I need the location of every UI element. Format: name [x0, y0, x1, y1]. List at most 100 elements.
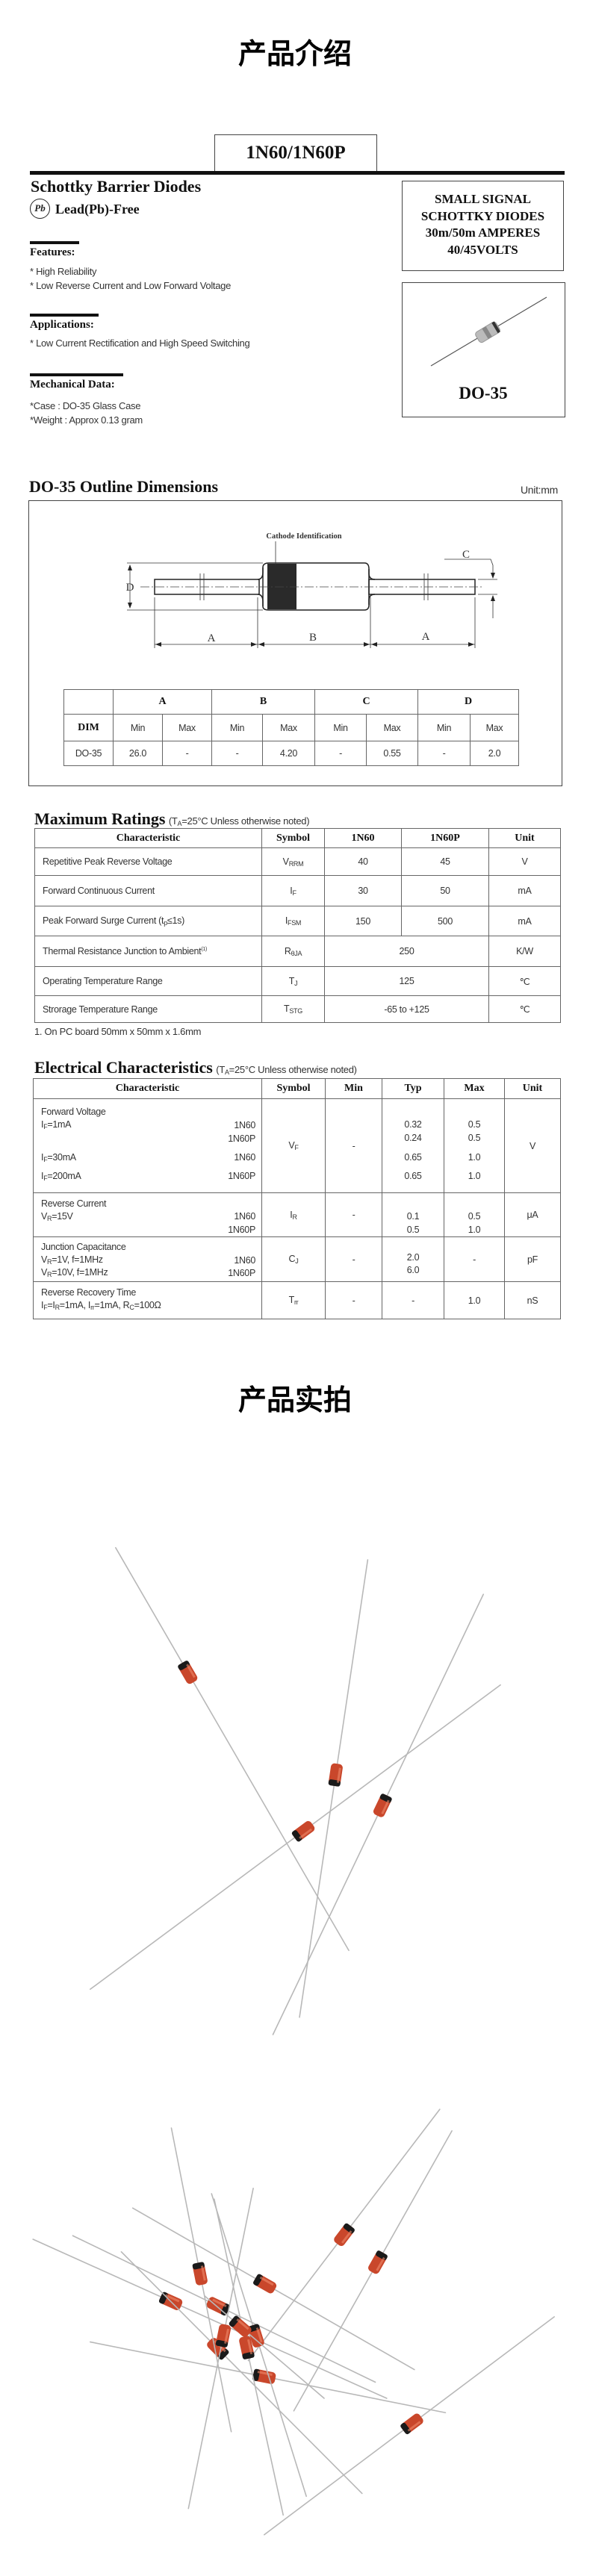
max-value: 0.5	[468, 1133, 481, 1143]
part-number: 1N60P	[228, 1133, 255, 1144]
dim-b-label: B	[309, 632, 317, 644]
condition-line: IF=200mA 1N60P	[41, 1169, 255, 1183]
column-header: Unit	[488, 828, 561, 848]
dim-a-label: A	[422, 631, 430, 643]
table-row-forward-voltage: Forward Voltage IF=1mA 1N60 1N60P IF=30mA 1N…	[33, 1098, 561, 1193]
diode-photo	[187, 2187, 254, 2510]
title-rule	[30, 171, 565, 175]
diode-photo	[264, 2316, 555, 2536]
package-label: DO-35	[459, 384, 508, 402]
value: 250	[324, 936, 489, 967]
table-row: Peak Forward Surge Current (tp≤1s) IFSM 15…	[34, 906, 561, 936]
unit: mA	[488, 875, 561, 906]
characteristic: Peak Forward Surge Current (tp≤1s)	[34, 906, 262, 936]
dimension-table: A B C D DIM Min Max Min Max Min Max Min Max DO-…	[63, 689, 519, 766]
unit: ℃	[488, 966, 561, 996]
value: -65 to +125	[324, 995, 489, 1023]
diode-photo	[115, 1547, 350, 1951]
characteristic: Forward Continuous Current	[34, 875, 262, 906]
max-value: 0.5	[468, 1211, 481, 1222]
part-number: 1N60	[234, 1211, 255, 1222]
condition-line: VR=10V, f=1MHz 1N60P	[41, 1266, 255, 1279]
dim-subheader: Max	[162, 714, 212, 741]
intro-title: 产品介绍	[237, 37, 352, 70]
table-row: Repetitive Peak Reverse Voltage VRRM 40 45 V	[34, 847, 561, 876]
dim-group-header: B	[211, 689, 315, 715]
condition-line: IF=1mA 1N60	[41, 1119, 255, 1131]
electrical-title: Electrical Characteristics (TA=25°C Unle…	[34, 1058, 357, 1077]
dim-value: 0.55	[366, 741, 418, 766]
typ-values: 0.32 0.24 0.65 0.65	[382, 1098, 444, 1193]
max-value: 1.0	[468, 1225, 481, 1235]
lead-free-pb-icon: Pb	[30, 199, 50, 219]
cathode-label: Cathode Identification	[266, 532, 341, 541]
typ-value: 6.0	[406, 1265, 420, 1275]
max-ratings-heading: Maximum Ratings	[34, 809, 166, 828]
diode-photo	[299, 1559, 369, 2018]
value-1n60p: 45	[401, 847, 489, 876]
dim-a-label: A	[208, 632, 216, 644]
unit: V	[504, 1098, 561, 1193]
part-number: 1N60P	[228, 1225, 255, 1235]
typ-value: 0.24	[404, 1133, 422, 1143]
summary-line: 30m/50m AMPERES	[425, 225, 541, 240]
characteristic: Repetitive Peak Reverse Voltage	[34, 847, 262, 876]
diode-photo	[72, 2235, 376, 2383]
diode-photo	[90, 1684, 501, 1990]
part-number: 1N60	[234, 1119, 255, 1130]
char-title: Forward Voltage	[41, 1107, 106, 1117]
application-item: * Low Current Rectification and High Spe…	[30, 337, 250, 349]
part-number: 1N60	[234, 1152, 255, 1163]
dim-subheader: Min	[314, 714, 367, 741]
applications-heading: Applications:	[30, 319, 94, 331]
column-header: Symbol	[261, 828, 325, 848]
unit: pF	[504, 1236, 561, 1282]
feature-item: * Low Reverse Current and Low Forward Vo…	[30, 280, 232, 291]
diode-photo	[214, 2198, 284, 2516]
value-1n60p: 50	[401, 875, 489, 906]
condition: VR=10V, f=1MHz	[41, 1267, 108, 1278]
condition-line: 1N60P	[41, 1131, 255, 1145]
lead-free-label: Lead(Pb)-Free	[55, 202, 140, 217]
condition-line: VR=1V, f=1MHz 1N60	[41, 1254, 255, 1266]
max-values: 0.5 1.0	[444, 1192, 505, 1237]
photos-title: 产品实拍	[237, 1384, 352, 1416]
condition-line: VR=15V 1N60	[41, 1210, 255, 1223]
typ-value: 0.32	[404, 1119, 422, 1130]
diode-photo	[32, 2239, 388, 2399]
max-ratings-footnote: 1. On PC board 50mm x 50mm x 1.6mm	[34, 1026, 202, 1037]
table-row: Forward Continuous Current IF 30 50 mA	[34, 875, 561, 906]
typ-value: -	[382, 1281, 444, 1319]
table-row: Strorage Temperature Range TSTG -65 to +12…	[34, 995, 561, 1023]
diode-photo	[247, 2109, 441, 2362]
condition-line: 1N60P	[41, 1223, 255, 1236]
characteristic: Thermal Resistance Junction to Ambient(1…	[34, 936, 262, 967]
condition: IF=IR=1mA, Irr=1mA, RC=100Ω	[41, 1300, 161, 1311]
symbol: IF	[261, 875, 325, 906]
characteristic: Strorage Temperature Range	[34, 995, 262, 1023]
outline-heading: DO-35 Outline Dimensions	[29, 477, 219, 496]
part-number: 1N60P	[228, 1267, 255, 1278]
subtitle: Schottky Barrier Diodes	[31, 177, 202, 196]
diode-photo	[170, 2127, 232, 2433]
features-rule	[30, 241, 79, 244]
dim-c-label: C	[462, 549, 470, 561]
diode-photo	[90, 2341, 447, 2414]
unit-label: Unit:mm	[520, 484, 558, 496]
part-number: 1N60P	[228, 1171, 255, 1181]
table-row-recovery-time: Reverse Recovery Time IF=IR=1mA, Irr=1mA…	[33, 1281, 561, 1319]
table-row-junction-capacitance: Junction Capacitance VR=1V, f=1MHz 1N60 VR…	[33, 1236, 561, 1282]
max-value: 0.5	[468, 1119, 481, 1130]
char-title: Reverse Recovery Time	[41, 1287, 137, 1298]
features-heading: Features:	[30, 246, 75, 258]
max-ratings-table: Characteristic Symbol 1N60 1N60P Unit Re…	[34, 828, 561, 1023]
dim-value: 2.0	[470, 741, 519, 766]
cathode-band	[267, 564, 296, 609]
diode-photo	[211, 2193, 307, 2498]
condition-line: IF=30mA 1N60	[41, 1145, 255, 1169]
summary-line: SMALL SIGNAL	[435, 192, 531, 206]
value-1n60: 150	[324, 906, 402, 936]
mechanical-rule	[30, 373, 123, 376]
condition: IF=1mA	[41, 1119, 72, 1130]
char-title: Junction Capacitance	[41, 1242, 126, 1252]
